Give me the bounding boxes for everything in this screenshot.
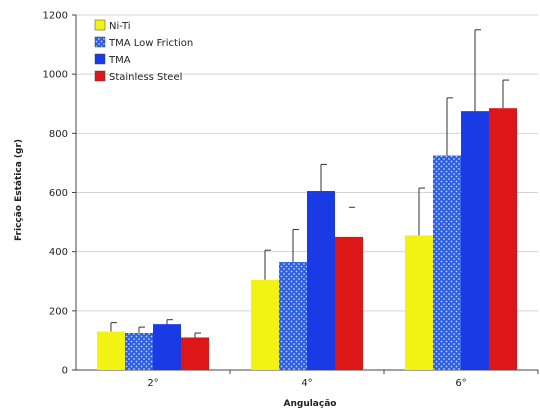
- y-tick-label: 0: [62, 366, 68, 377]
- x-tick-label: 4°: [301, 378, 312, 389]
- y-tick-label: 400: [49, 247, 68, 258]
- legend-label: TMA: [108, 55, 131, 66]
- legend-label: Stainless Steel: [109, 72, 182, 83]
- y-axis-title: Fricção Estática (gr): [14, 139, 24, 241]
- bar: [461, 111, 489, 370]
- bar: [279, 262, 307, 370]
- y-tick-label: 800: [49, 129, 68, 140]
- tick-labels: 0 200 400 600 800 1000 1200 2° 4° 6°: [43, 11, 467, 390]
- legend-label: Ni-Ti: [109, 21, 131, 32]
- bar: [97, 331, 125, 370]
- y-tick-label: 1000: [43, 70, 68, 81]
- error-bars: [110, 29, 509, 338]
- bar: [153, 324, 181, 370]
- bar: [433, 155, 461, 370]
- bar: [181, 337, 209, 370]
- bars: [97, 108, 517, 370]
- legend-swatch: [94, 36, 106, 48]
- x-tick-label: 2°: [147, 378, 158, 389]
- y-tick-label: 1200: [43, 11, 68, 22]
- bar: [405, 235, 433, 370]
- legend-swatch: [94, 19, 106, 31]
- legend: Ni-Ti TMA Low Friction TMA Stainless Steel: [94, 19, 193, 83]
- x-tick-label: 6°: [455, 378, 466, 389]
- bar: [125, 333, 153, 370]
- x-axis-title: Angulação: [284, 399, 337, 409]
- legend-label: TMA Low Friction: [108, 38, 193, 49]
- bar: [335, 236, 363, 370]
- bar: [251, 279, 279, 370]
- y-tick-label: 200: [49, 306, 68, 317]
- legend-swatch: [94, 70, 106, 82]
- bar: [307, 191, 335, 370]
- legend-swatch: [94, 53, 106, 65]
- bar: [489, 108, 517, 370]
- y-tick-label: 600: [49, 188, 68, 199]
